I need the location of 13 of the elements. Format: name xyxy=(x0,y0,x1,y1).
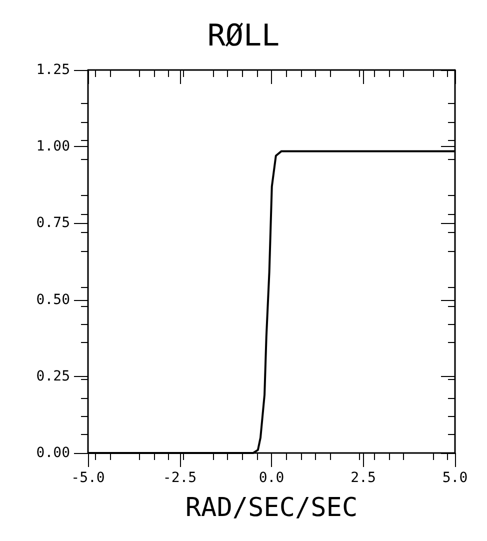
x-tick-label: 5.0 xyxy=(442,470,468,486)
y-tick-label: 0.75 xyxy=(36,215,70,232)
x-tick-label: 0.0 xyxy=(258,470,284,486)
x-axis-title: RAD/SEC/SEC xyxy=(185,493,358,523)
y-tick-label: 1.25 xyxy=(36,62,70,78)
y-tick-label: 1.00 xyxy=(36,138,70,155)
y-tick-label: 0.00 xyxy=(36,445,70,461)
chart-title: RØLL xyxy=(207,18,280,54)
x-tick-label: -2.5 xyxy=(162,470,197,486)
x-tick-label: 2.5 xyxy=(350,470,376,486)
x-tick-label: -5.0 xyxy=(71,470,105,486)
y-tick-label: 0.25 xyxy=(36,368,70,384)
y-tick-label: 0.50 xyxy=(36,292,70,308)
